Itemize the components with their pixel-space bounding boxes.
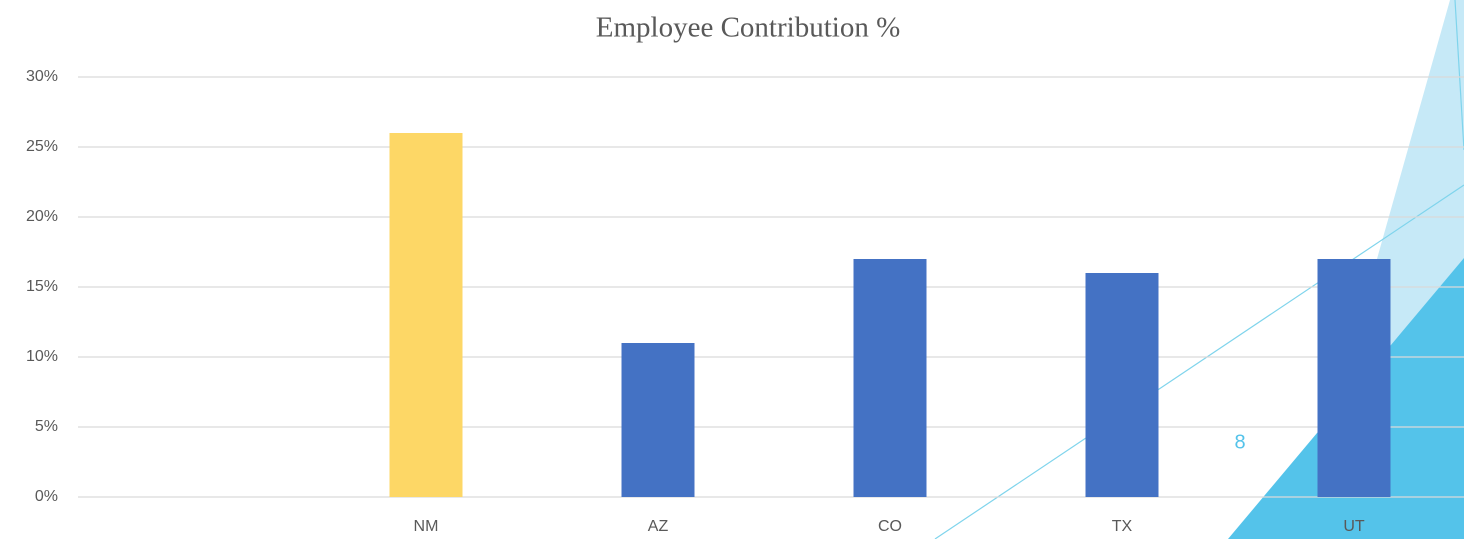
y-tick-label: 20% [26, 208, 58, 225]
x-tick-label: TX [1112, 518, 1133, 535]
x-tick-label: UT [1343, 518, 1365, 535]
bar [1085, 273, 1159, 497]
bar [1317, 259, 1391, 497]
accent-line [934, 184, 1464, 539]
page-number: 8 [1234, 431, 1245, 453]
accent-line [1454, 0, 1464, 151]
bar [853, 259, 927, 497]
chart-title: Employee Contribution % [596, 12, 900, 44]
y-tick-label: 0% [35, 488, 58, 505]
y-tick-label: 5% [35, 418, 58, 435]
y-tick-label: 30% [26, 68, 58, 85]
y-tick-label: 25% [26, 138, 58, 155]
x-tick-label: NM [414, 518, 439, 535]
y-tick-label: 10% [26, 348, 58, 365]
bar [389, 133, 463, 497]
bar [621, 343, 695, 497]
y-tick-label: 15% [26, 278, 58, 295]
x-tick-label: AZ [648, 518, 669, 535]
x-tick-label: CO [878, 518, 902, 535]
